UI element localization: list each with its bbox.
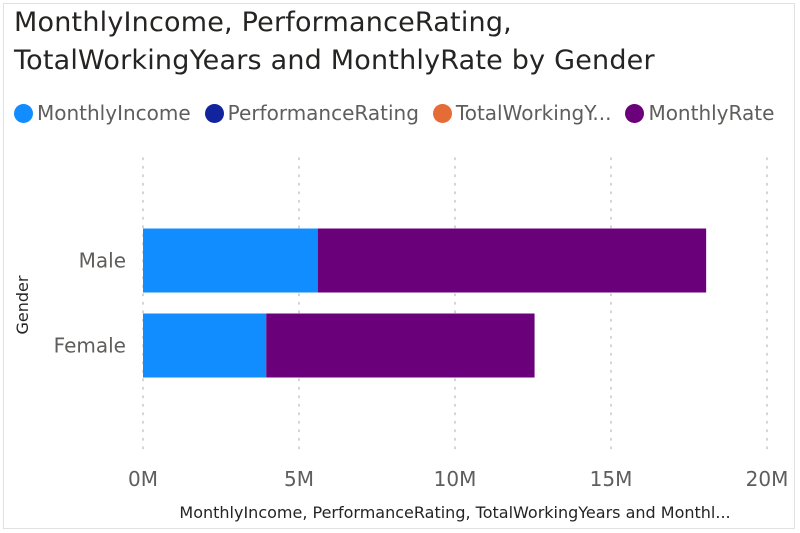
legend-label-performance-rating: PerformanceRating [227, 101, 419, 125]
legend-label-monthly-rate: MonthlyRate [648, 101, 775, 125]
bar-female-0 [143, 313, 267, 378]
legend-dot-performance-rating [204, 103, 224, 123]
legend-label-monthly-income: MonthlyIncome [37, 101, 191, 125]
chart-title-line-1: MonthlyIncome, PerformanceRating, [14, 7, 512, 38]
y-tick-label-male: Male [79, 249, 126, 273]
legend-dot-monthly-income [14, 103, 33, 123]
x-axis-title: MonthlyIncome, PerformanceRating, TotalW… [179, 503, 730, 522]
y-axis-title: Gender [13, 275, 32, 334]
chart-title-line-2: TotalWorkingYears and MonthlyRate by Gen… [14, 45, 655, 76]
x-tick-label-4: 20M [746, 467, 789, 491]
x-tick-label-3: 15M [590, 467, 633, 491]
legend-item-monthly-rate[interactable]: MonthlyRate [625, 101, 774, 125]
bar-male-3 [317, 228, 707, 293]
legend-label-total-working-years: TotalWorkingY... [455, 101, 612, 125]
legend-dot-total-working-years [432, 103, 452, 123]
x-tick-label-1: 5M [284, 467, 314, 491]
legend-dot-monthly-rate [625, 103, 645, 123]
legend-item-monthly-income[interactable]: MonthlyIncome [14, 101, 191, 125]
bar-female-3 [266, 313, 535, 378]
x-tick-label-2: 10M [434, 467, 477, 491]
legend-item-performance-rating[interactable]: PerformanceRating [204, 101, 419, 125]
x-tick-label-0: 0M [128, 467, 158, 491]
bar-male-0 [143, 228, 318, 293]
chart-legend: MonthlyIncome PerformanceRating TotalWor… [14, 100, 788, 126]
legend-item-total-working-years[interactable]: TotalWorkingY... [432, 101, 612, 125]
y-tick-label-female: Female [54, 334, 126, 358]
chart-title: MonthlyIncome, PerformanceRating, TotalW… [14, 4, 784, 80]
